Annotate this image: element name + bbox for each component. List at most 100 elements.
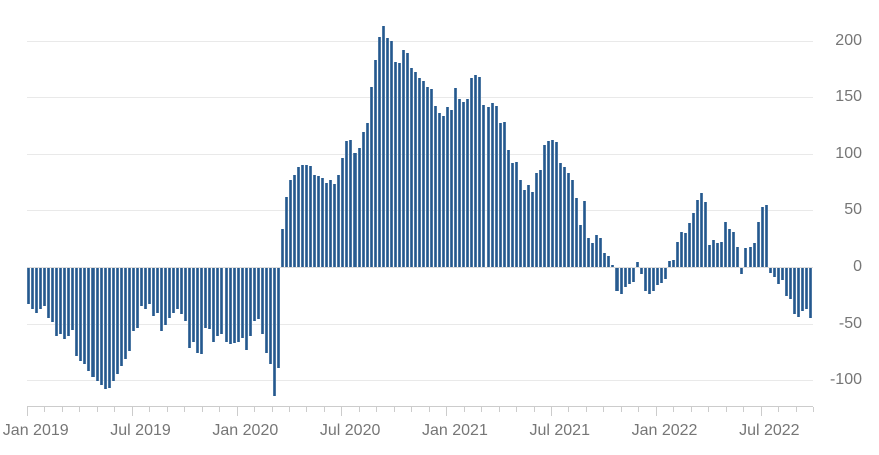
bar[interactable] (369, 87, 373, 267)
bar[interactable] (280, 228, 284, 267)
bar[interactable] (236, 268, 240, 342)
bar[interactable] (272, 268, 276, 396)
bar[interactable] (212, 268, 216, 342)
bar[interactable] (228, 268, 232, 344)
bar[interactable] (393, 62, 397, 267)
bar[interactable] (434, 106, 438, 267)
bar[interactable] (180, 268, 184, 315)
bar[interactable] (91, 268, 95, 377)
bar[interactable] (184, 268, 188, 322)
bar[interactable] (619, 268, 623, 295)
bar[interactable] (510, 162, 514, 267)
bar[interactable] (466, 99, 470, 267)
bar[interactable] (99, 268, 103, 385)
bar[interactable] (361, 132, 365, 267)
bar[interactable] (341, 158, 345, 267)
bar[interactable] (748, 246, 752, 267)
bar[interactable] (301, 165, 305, 267)
bar[interactable] (502, 122, 506, 267)
bar[interactable] (700, 193, 704, 267)
bar[interactable] (603, 253, 607, 267)
bar[interactable] (675, 242, 679, 267)
bar[interactable] (139, 268, 143, 307)
bar[interactable] (405, 53, 409, 267)
bar[interactable] (35, 268, 39, 314)
bar[interactable] (567, 173, 571, 267)
bar[interactable] (526, 185, 530, 267)
bar[interactable] (232, 268, 236, 343)
bar[interactable] (103, 268, 107, 390)
bar[interactable] (204, 268, 208, 328)
bar[interactable] (329, 179, 333, 267)
bar[interactable] (530, 192, 534, 267)
bar[interactable] (47, 268, 51, 318)
bar[interactable] (784, 268, 788, 297)
bar[interactable] (256, 268, 260, 319)
bar[interactable] (208, 268, 212, 330)
bar[interactable] (151, 268, 155, 316)
bar[interactable] (704, 202, 708, 267)
bar[interactable] (438, 113, 442, 267)
bar[interactable] (337, 175, 341, 267)
bar[interactable] (389, 40, 393, 267)
bar[interactable] (555, 142, 559, 267)
bar[interactable] (216, 268, 220, 336)
bar[interactable] (289, 179, 293, 267)
bar[interactable] (39, 268, 43, 309)
bar[interactable] (426, 87, 430, 267)
bar[interactable] (684, 233, 688, 267)
bar[interactable] (546, 141, 550, 267)
bar[interactable] (248, 268, 252, 336)
bar[interactable] (252, 268, 256, 322)
bar[interactable] (571, 179, 575, 267)
bar[interactable] (297, 167, 301, 267)
bar[interactable] (155, 268, 159, 314)
bar[interactable] (506, 150, 510, 267)
bar[interactable] (498, 123, 502, 267)
bar[interactable] (160, 268, 164, 332)
bar[interactable] (123, 268, 127, 359)
bar[interactable] (736, 246, 740, 267)
bar[interactable] (224, 268, 228, 342)
bar[interactable] (377, 37, 381, 267)
bar[interactable] (804, 268, 808, 309)
bar[interactable] (79, 268, 83, 361)
bar[interactable] (63, 268, 67, 340)
bar[interactable] (643, 268, 647, 291)
bar[interactable] (470, 77, 474, 267)
bar[interactable] (647, 268, 651, 295)
bar[interactable] (317, 176, 321, 267)
bar[interactable] (95, 268, 99, 382)
bar[interactable] (478, 76, 482, 267)
bar[interactable] (780, 268, 784, 281)
bar[interactable] (752, 243, 756, 267)
bar[interactable] (365, 123, 369, 267)
bar[interactable] (583, 201, 587, 267)
bar[interactable] (732, 231, 736, 267)
bar[interactable] (587, 237, 591, 267)
bar[interactable] (51, 268, 55, 323)
bar[interactable] (458, 99, 462, 267)
bar[interactable] (55, 268, 59, 336)
bar[interactable] (667, 261, 671, 267)
bar[interactable] (696, 200, 700, 267)
bar[interactable] (325, 183, 329, 267)
bar[interactable] (692, 212, 696, 267)
bar[interactable] (788, 268, 792, 299)
bar[interactable] (575, 197, 579, 267)
bar[interactable] (708, 245, 712, 267)
bar[interactable] (490, 102, 494, 267)
bar[interactable] (607, 255, 611, 267)
bar[interactable] (353, 152, 357, 267)
bar[interactable] (542, 144, 546, 267)
bar[interactable] (800, 268, 804, 312)
bar[interactable] (486, 107, 490, 267)
bar[interactable] (75, 268, 79, 357)
bar[interactable] (518, 179, 522, 267)
bar[interactable] (720, 242, 724, 267)
bar[interactable] (663, 268, 667, 280)
bar[interactable] (655, 268, 659, 285)
bar[interactable] (623, 268, 627, 288)
bar[interactable] (579, 225, 583, 267)
bar[interactable] (59, 268, 63, 334)
